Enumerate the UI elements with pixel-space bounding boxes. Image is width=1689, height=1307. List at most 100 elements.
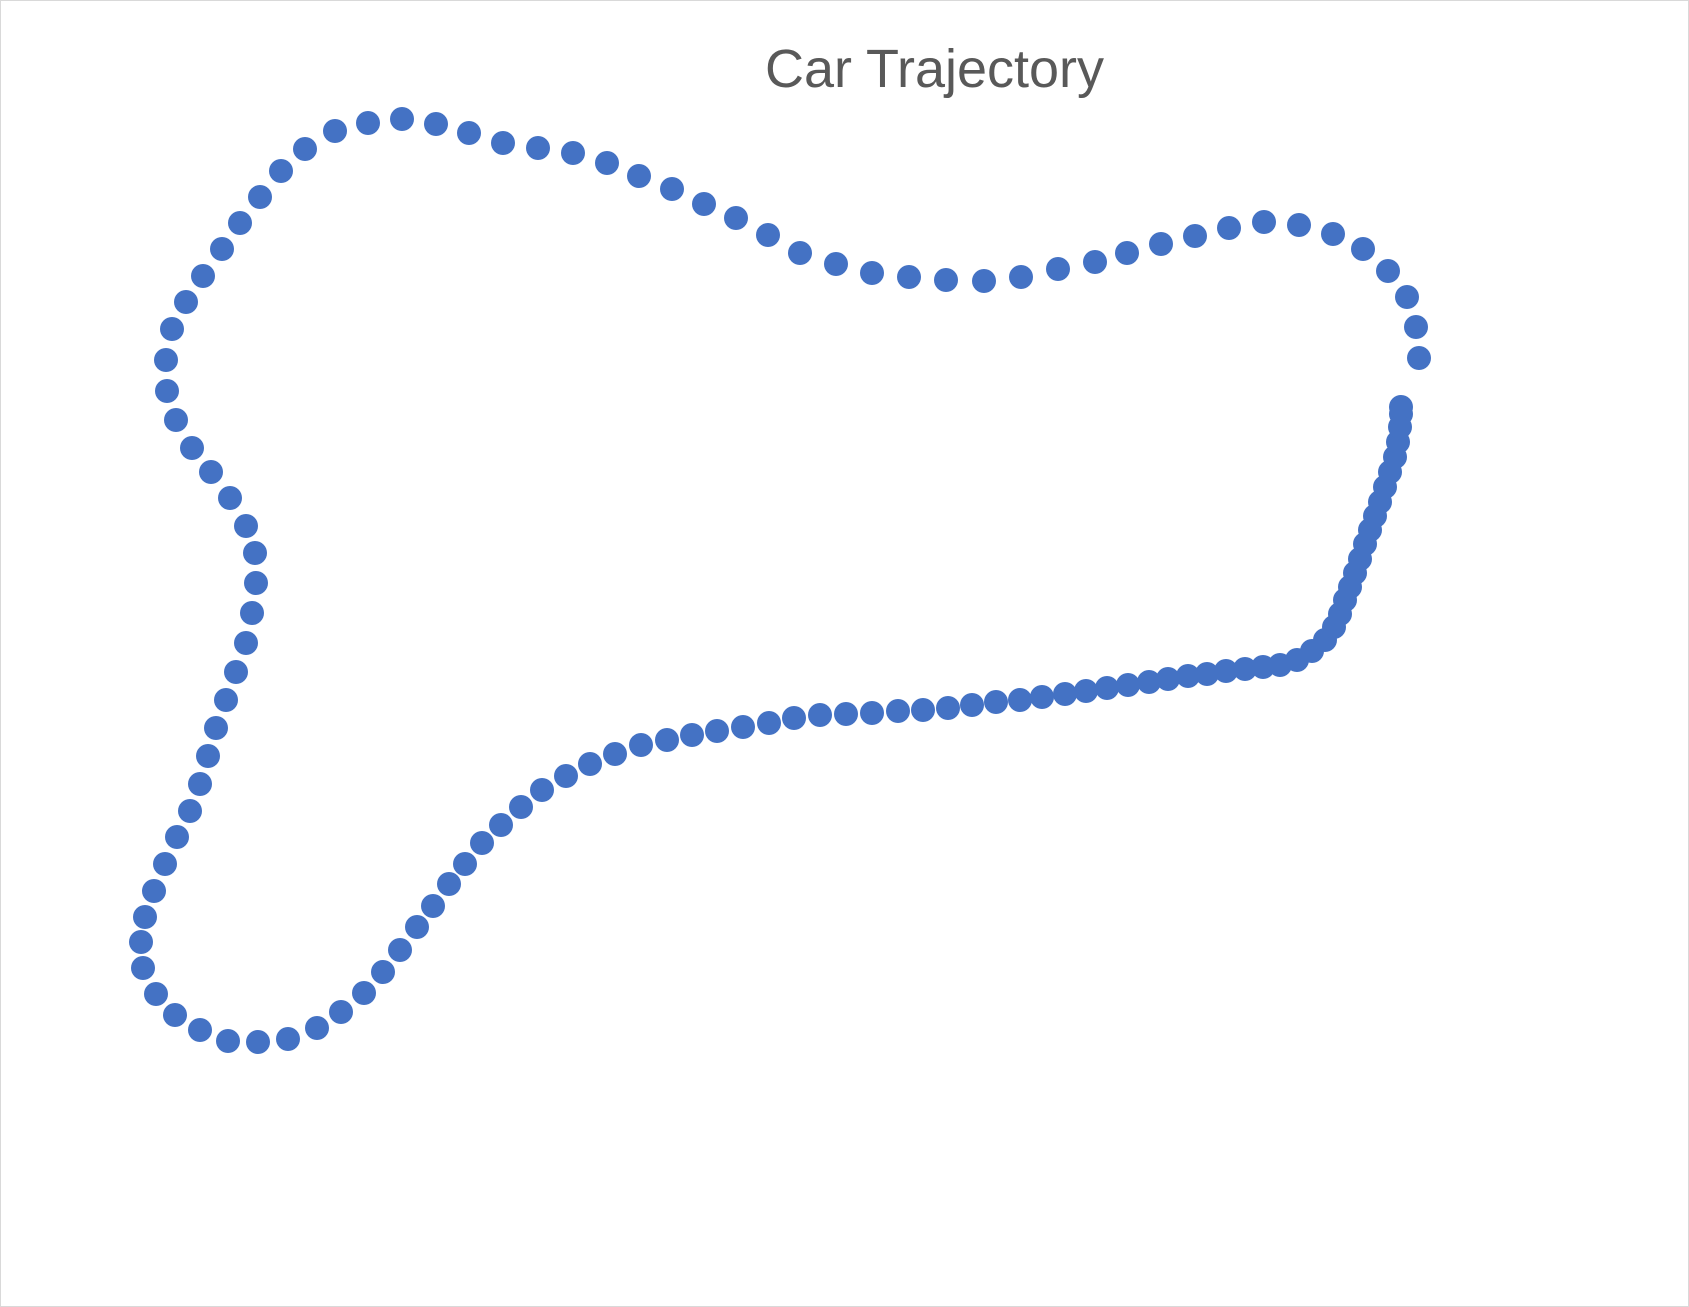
data-point <box>180 436 204 460</box>
data-point <box>323 119 347 143</box>
data-point <box>1404 315 1428 339</box>
data-point <box>934 268 958 292</box>
data-point <box>129 930 153 954</box>
data-point <box>164 408 188 432</box>
data-point <box>1074 679 1098 703</box>
data-point <box>1053 682 1077 706</box>
data-point <box>437 872 461 896</box>
data-point <box>243 541 267 565</box>
data-point <box>1156 667 1180 691</box>
data-point <box>153 852 177 876</box>
data-point <box>144 982 168 1006</box>
data-point <box>191 264 215 288</box>
data-point <box>240 601 264 625</box>
data-point <box>210 237 234 261</box>
data-point <box>526 136 550 160</box>
data-point <box>629 733 653 757</box>
data-point <box>234 631 258 655</box>
data-point <box>489 813 513 837</box>
data-point <box>554 764 578 788</box>
data-point <box>165 825 189 849</box>
data-point <box>824 252 848 276</box>
data-point <box>329 1000 353 1024</box>
data-point <box>142 879 166 903</box>
data-point <box>204 716 228 740</box>
data-point <box>155 379 179 403</box>
data-point <box>1376 259 1400 283</box>
data-point <box>731 715 755 739</box>
data-point <box>1287 213 1311 237</box>
data-point <box>371 960 395 984</box>
data-point <box>509 795 533 819</box>
data-point <box>1183 224 1207 248</box>
data-point <box>491 131 515 155</box>
data-point <box>627 164 651 188</box>
data-point <box>390 107 414 131</box>
data-point <box>808 703 832 727</box>
data-point <box>897 265 921 289</box>
data-point <box>424 112 448 136</box>
data-point <box>1115 241 1139 265</box>
data-point <box>1116 673 1140 697</box>
data-point <box>860 701 884 725</box>
data-point <box>218 486 242 510</box>
data-point <box>1395 285 1419 309</box>
data-point <box>224 660 248 684</box>
data-point <box>457 121 481 145</box>
data-point <box>782 706 806 730</box>
data-point <box>834 702 858 726</box>
data-point <box>246 1030 270 1054</box>
data-point <box>405 915 429 939</box>
data-point <box>196 744 220 768</box>
data-point <box>1030 685 1054 709</box>
data-point <box>1149 232 1173 256</box>
data-point <box>578 752 602 776</box>
data-point <box>1083 250 1107 274</box>
data-point <box>160 317 184 341</box>
data-point <box>388 938 412 962</box>
data-point <box>757 711 781 735</box>
data-point <box>154 348 178 372</box>
data-point <box>911 698 935 722</box>
data-point <box>972 269 996 293</box>
data-point <box>705 719 729 743</box>
data-point <box>936 696 960 720</box>
chart-title: Car Trajectory <box>764 39 1105 99</box>
data-point <box>305 1016 329 1040</box>
data-point <box>131 956 155 980</box>
data-point <box>163 1003 187 1027</box>
data-point <box>724 206 748 230</box>
data-point <box>561 141 585 165</box>
data-point <box>756 223 780 247</box>
data-point <box>470 831 494 855</box>
data-point <box>188 1018 212 1042</box>
data-point <box>860 261 884 285</box>
data-point <box>692 192 716 216</box>
data-point <box>352 981 376 1005</box>
data-point <box>244 571 268 595</box>
data-point <box>293 137 317 161</box>
data-point <box>984 690 1008 714</box>
data-point <box>174 290 198 314</box>
data-point <box>1351 237 1375 261</box>
data-point <box>216 1029 240 1053</box>
data-point <box>188 772 212 796</box>
data-point <box>1389 395 1413 419</box>
data-point <box>603 742 627 766</box>
data-point <box>960 693 984 717</box>
data-point <box>788 241 812 265</box>
data-point <box>1009 265 1033 289</box>
data-point <box>178 799 202 823</box>
data-point <box>276 1027 300 1051</box>
data-point <box>530 778 554 802</box>
data-point <box>660 177 684 201</box>
series-points <box>129 107 1431 1054</box>
data-point <box>1407 346 1431 370</box>
data-point <box>228 211 252 235</box>
data-point <box>234 514 258 538</box>
data-point <box>1252 210 1276 234</box>
data-point <box>1195 662 1219 686</box>
data-point <box>1233 657 1257 681</box>
data-point <box>356 111 380 135</box>
